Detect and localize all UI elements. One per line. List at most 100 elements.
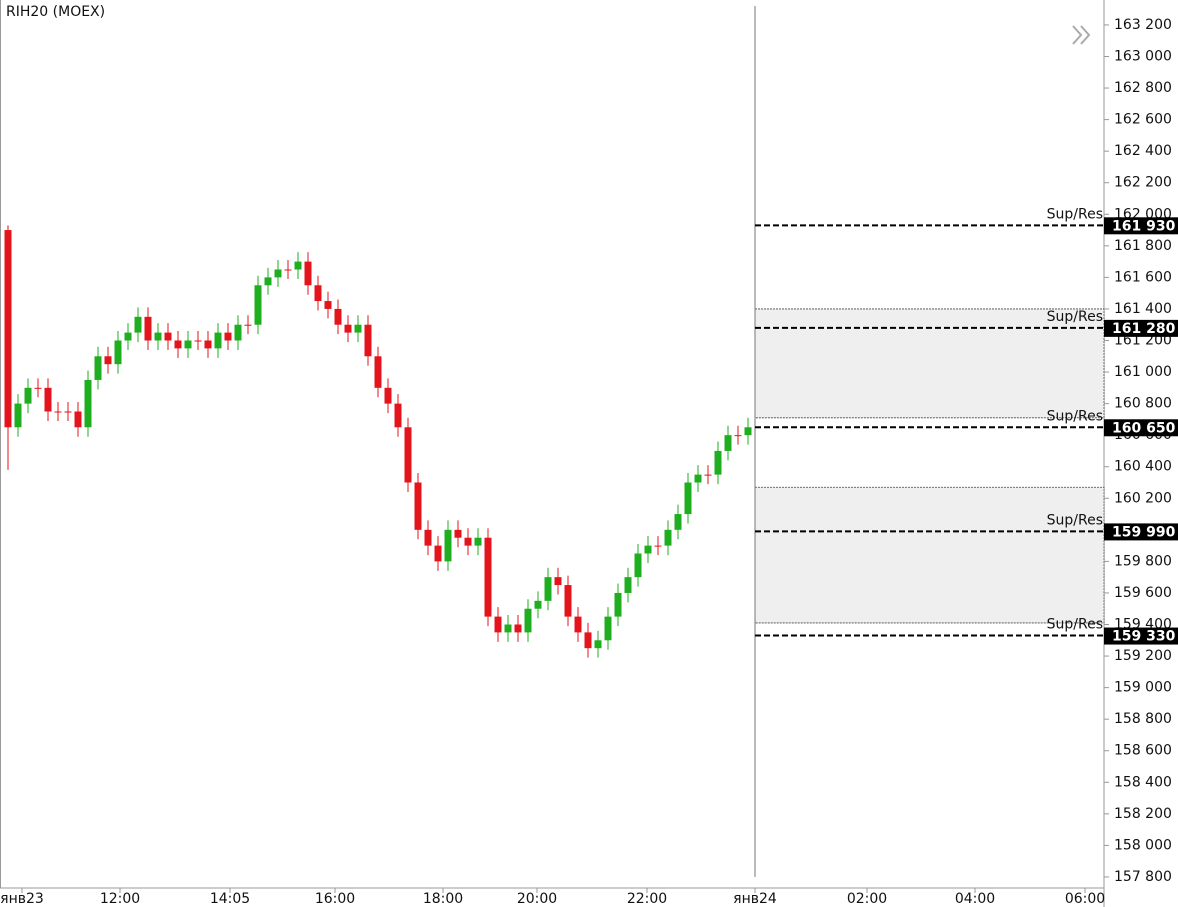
level-name: Sup/Res [1047,617,1103,633]
x-tick-label: 12:00 [100,891,140,907]
zone [754,486,1105,624]
level-name: Sup/Res [1047,309,1103,325]
candle-body [284,269,292,271]
candle-body [444,529,452,562]
candle-body [584,632,592,649]
candle-body [194,340,202,342]
candle-body [184,340,192,349]
y-tick-label: 158 200 [1114,806,1172,822]
candle-body [364,324,372,357]
x-tick-label: янв24 [733,891,777,907]
candle-body [164,332,172,341]
candle-body [384,387,392,404]
candle-body [24,387,32,404]
candle-body [64,411,72,413]
candle-body [534,600,542,609]
y-tick-label: 158 800 [1114,711,1172,727]
x-tick-label: 02:00 [847,891,887,907]
candle-body [554,577,562,586]
level-price-box [1104,419,1178,437]
x-tick-label: 20:00 [517,891,557,907]
candle-body [124,332,132,341]
candle-body [14,403,22,428]
candle-body [634,553,642,578]
y-tick-label: 162 400 [1114,143,1172,159]
candle-body [544,577,552,601]
candle-body [464,537,472,546]
candle-body [724,435,732,451]
candle-body [434,545,442,562]
candle-body [224,332,232,341]
candle-body [524,608,532,633]
candle-body [154,332,162,341]
candle-body [424,529,432,546]
candle-body [494,616,502,633]
candle-body [404,427,412,483]
candle-body [474,537,482,546]
level-price-label: 161 930 [1112,218,1176,234]
level-price-box [1104,627,1178,645]
candle-body [734,435,742,437]
candle-body [114,340,122,365]
candle-body [294,261,302,270]
candle-body [354,324,362,333]
candle-body [264,277,272,286]
candle-body [704,474,712,476]
y-tick-label: 158 000 [1114,837,1172,853]
candle-body [674,514,682,530]
y-tick-label: 162 600 [1114,112,1172,128]
y-tick-label: 161 400 [1114,301,1172,317]
y-tick-label: 159 600 [1114,585,1172,601]
candle-body [314,285,322,302]
x-tick-label: 14:05 [210,891,250,907]
candle-body [654,545,662,547]
candle-body [604,616,612,641]
level-name: Sup/Res [1047,408,1103,424]
scroll-icon[interactable] [1072,25,1091,45]
level-price-label: 161 280 [1112,321,1176,337]
zone [754,308,1105,419]
x-tick-label: 04:00 [955,891,995,907]
candle-body [304,261,312,286]
candle-body [274,269,282,278]
y-tick-label: 161 000 [1114,364,1172,380]
candle-body [84,379,92,428]
y-tick-label: 161 600 [1114,269,1172,285]
candle-body [54,411,62,413]
candle-body [594,640,602,649]
y-tick-label: 158 400 [1114,774,1172,790]
candle-body [94,356,102,380]
candle-body [714,450,722,475]
candle-body [4,230,12,428]
candle-body [144,316,152,341]
y-tick-label: 162 200 [1114,175,1172,191]
candle-body [104,356,112,365]
candle-body [324,301,332,309]
candle-body [614,592,622,617]
candle-body [664,529,672,546]
candle-body [694,474,702,483]
candle-body [644,545,652,554]
candle-body [344,324,352,333]
y-tick-label: 160 400 [1114,459,1172,475]
candle-body [624,577,632,593]
chart-title: RIH20 (MOEX) [6,4,105,20]
candle-body [394,403,402,428]
candle-body [454,529,462,538]
candle-body [504,624,512,633]
candle-body [564,585,572,617]
x-tick-label: 06:00 [1065,891,1105,907]
candle-body [414,482,422,530]
candle-body [254,285,262,325]
candle-body [244,324,252,326]
y-tick-label: 163 200 [1114,17,1172,33]
x-tick-label: 16:00 [315,891,355,907]
candle-body [174,340,182,349]
y-tick-label: 160 200 [1114,490,1172,506]
candle-body [744,427,752,436]
candle-body [214,332,222,349]
candle-body [374,356,382,388]
y-tick-label: 163 000 [1114,48,1172,64]
